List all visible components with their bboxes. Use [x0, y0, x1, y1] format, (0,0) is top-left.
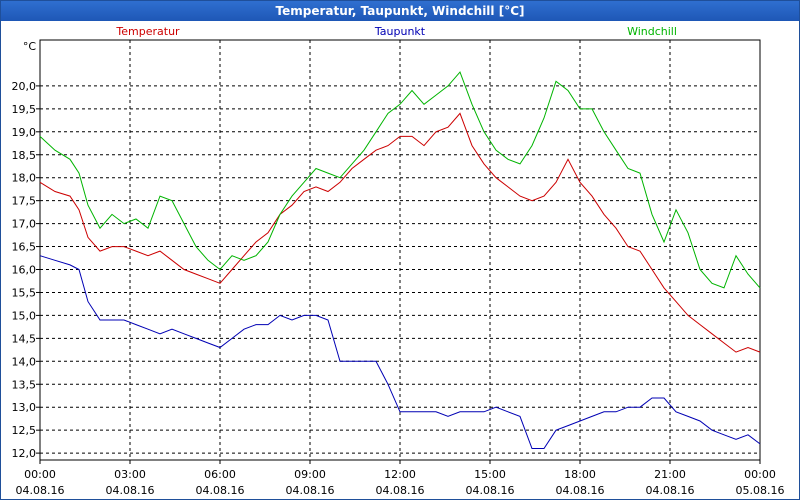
x-tick-date-label: 04.08.16 [646, 484, 695, 497]
y-tick-label: 20,0 [12, 80, 37, 93]
x-tick-time-label: 00:00 [744, 468, 776, 481]
x-tick-time-label: 00:00 [24, 468, 56, 481]
y-tick-label: 16,0 [12, 264, 37, 277]
chart-title: Temperatur, Taupunkt, Windchill [°C] [1, 1, 799, 21]
y-tick-label: 19,0 [12, 126, 37, 139]
legend-taupunkt: Taupunkt [374, 25, 426, 38]
x-tick-date-label: 04.08.16 [286, 484, 335, 497]
y-tick-label: 19,5 [12, 103, 37, 116]
x-tick-date-label: 04.08.16 [556, 484, 605, 497]
x-tick-date-label: 04.08.16 [376, 484, 425, 497]
y-tick-label: 12,5 [12, 424, 37, 437]
y-tick-label: 18,0 [12, 172, 37, 185]
y-tick-label: 14,0 [12, 355, 37, 368]
x-tick-date-label: 04.08.16 [106, 484, 155, 497]
x-tick-time-label: 21:00 [654, 468, 686, 481]
series-line-taupunkt [39, 255, 761, 449]
y-tick-label: 13,0 [12, 401, 37, 414]
y-tick-label: 13,5 [12, 378, 37, 391]
y-tick-label: 12,0 [12, 447, 37, 460]
legend-windchill: Windchill [627, 25, 677, 38]
x-tick-time-label: 18:00 [564, 468, 596, 481]
y-tick-label: 15,5 [12, 286, 37, 299]
x-tick-time-label: 12:00 [384, 468, 416, 481]
legend-temperatur: Temperatur [115, 25, 180, 38]
x-tick-date-label: 04.08.16 [16, 484, 65, 497]
y-tick-label: 17,0 [12, 218, 37, 231]
x-tick-date-label: 05.08.16 [736, 484, 785, 497]
x-tick-date-label: 04.08.16 [196, 484, 245, 497]
series-line-temperatur [39, 112, 761, 353]
x-tick-time-label: 15:00 [474, 468, 506, 481]
x-tick-time-label: 09:00 [294, 468, 326, 481]
y-tick-label: 15,0 [12, 309, 37, 322]
y-tick-label: 16,5 [12, 241, 37, 254]
series-line-windchill [39, 71, 761, 289]
y-unit-label: °C [23, 40, 37, 53]
y-tick-label: 18,5 [12, 149, 37, 162]
y-tick-label: 17,5 [12, 195, 37, 208]
x-tick-time-label: 03:00 [114, 468, 146, 481]
y-tick-label: 14,5 [12, 332, 37, 345]
x-tick-time-label: 06:00 [204, 468, 236, 481]
x-tick-date-label: 04.08.16 [466, 484, 515, 497]
